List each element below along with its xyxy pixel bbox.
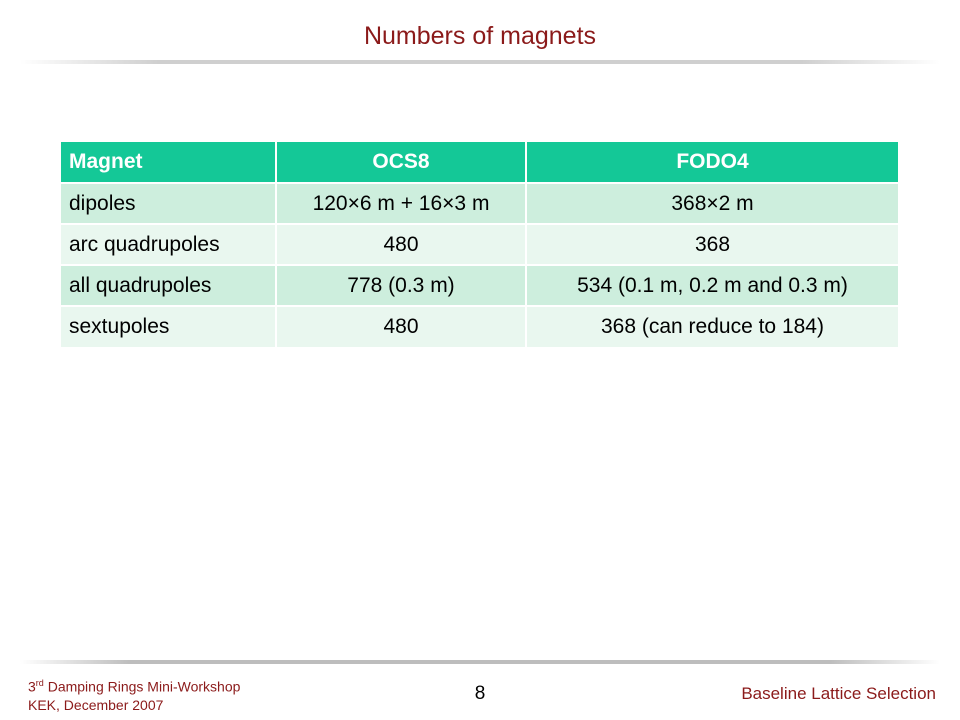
table-row: dipoles 120×6 m + 16×3 m 368×2 m (61, 182, 898, 224)
page-number: 8 (474, 683, 486, 704)
footer-venue: KEK, December 2007 (28, 696, 164, 713)
header-ocs8: OCS8 (276, 142, 527, 183)
workshop-ordinal-suffix: rd (35, 678, 44, 688)
top-divider (20, 60, 940, 64)
header-magnet: Magnet (61, 142, 277, 183)
cell-magnet: sextupoles (61, 305, 277, 347)
workshop-ordinal: 3 (28, 678, 36, 695)
footer-workshop-line: 3rd Damping Rings Mini-Workshop (28, 674, 240, 696)
cell-ocs8: 778 (0.3 m) (276, 264, 527, 306)
cell-fodo4: 368 (526, 223, 898, 265)
table-row: arc quadrupoles 480 368 (61, 223, 898, 265)
table-row: sextupoles 480 368 (can reduce to 184) (61, 305, 898, 347)
cell-ocs8: 120×6 m + 16×3 m (276, 182, 527, 224)
cell-fodo4: 368×2 m (526, 182, 898, 224)
cell-ocs8: 480 (276, 305, 527, 347)
bottom-divider (20, 660, 940, 664)
footer-workshop-info: 3rd Damping Rings Mini-Workshop KEK, Dec… (28, 674, 240, 714)
header-fodo4: FODO4 (526, 142, 898, 183)
cell-magnet: dipoles (61, 182, 277, 224)
cell-fodo4: 534 (0.1 m, 0.2 m and 0.3 m) (526, 264, 898, 306)
cell-ocs8: 480 (276, 223, 527, 265)
footer-section-title: Baseline Lattice Selection (741, 684, 936, 703)
magnets-table: Magnet OCS8 FODO4 dipoles 120×6 m + 16×3… (61, 142, 898, 347)
cell-fodo4: 368 (can reduce to 184) (526, 305, 898, 347)
table-header-row: Magnet OCS8 FODO4 (61, 142, 898, 183)
cell-magnet: all quadrupoles (61, 264, 277, 306)
slide-title: Numbers of magnets (363, 22, 597, 50)
table-row: all quadrupoles 778 (0.3 m) 534 (0.1 m, … (61, 264, 898, 306)
workshop-name: Damping Rings Mini-Workshop (47, 678, 241, 695)
cell-magnet: arc quadrupoles (61, 223, 277, 265)
